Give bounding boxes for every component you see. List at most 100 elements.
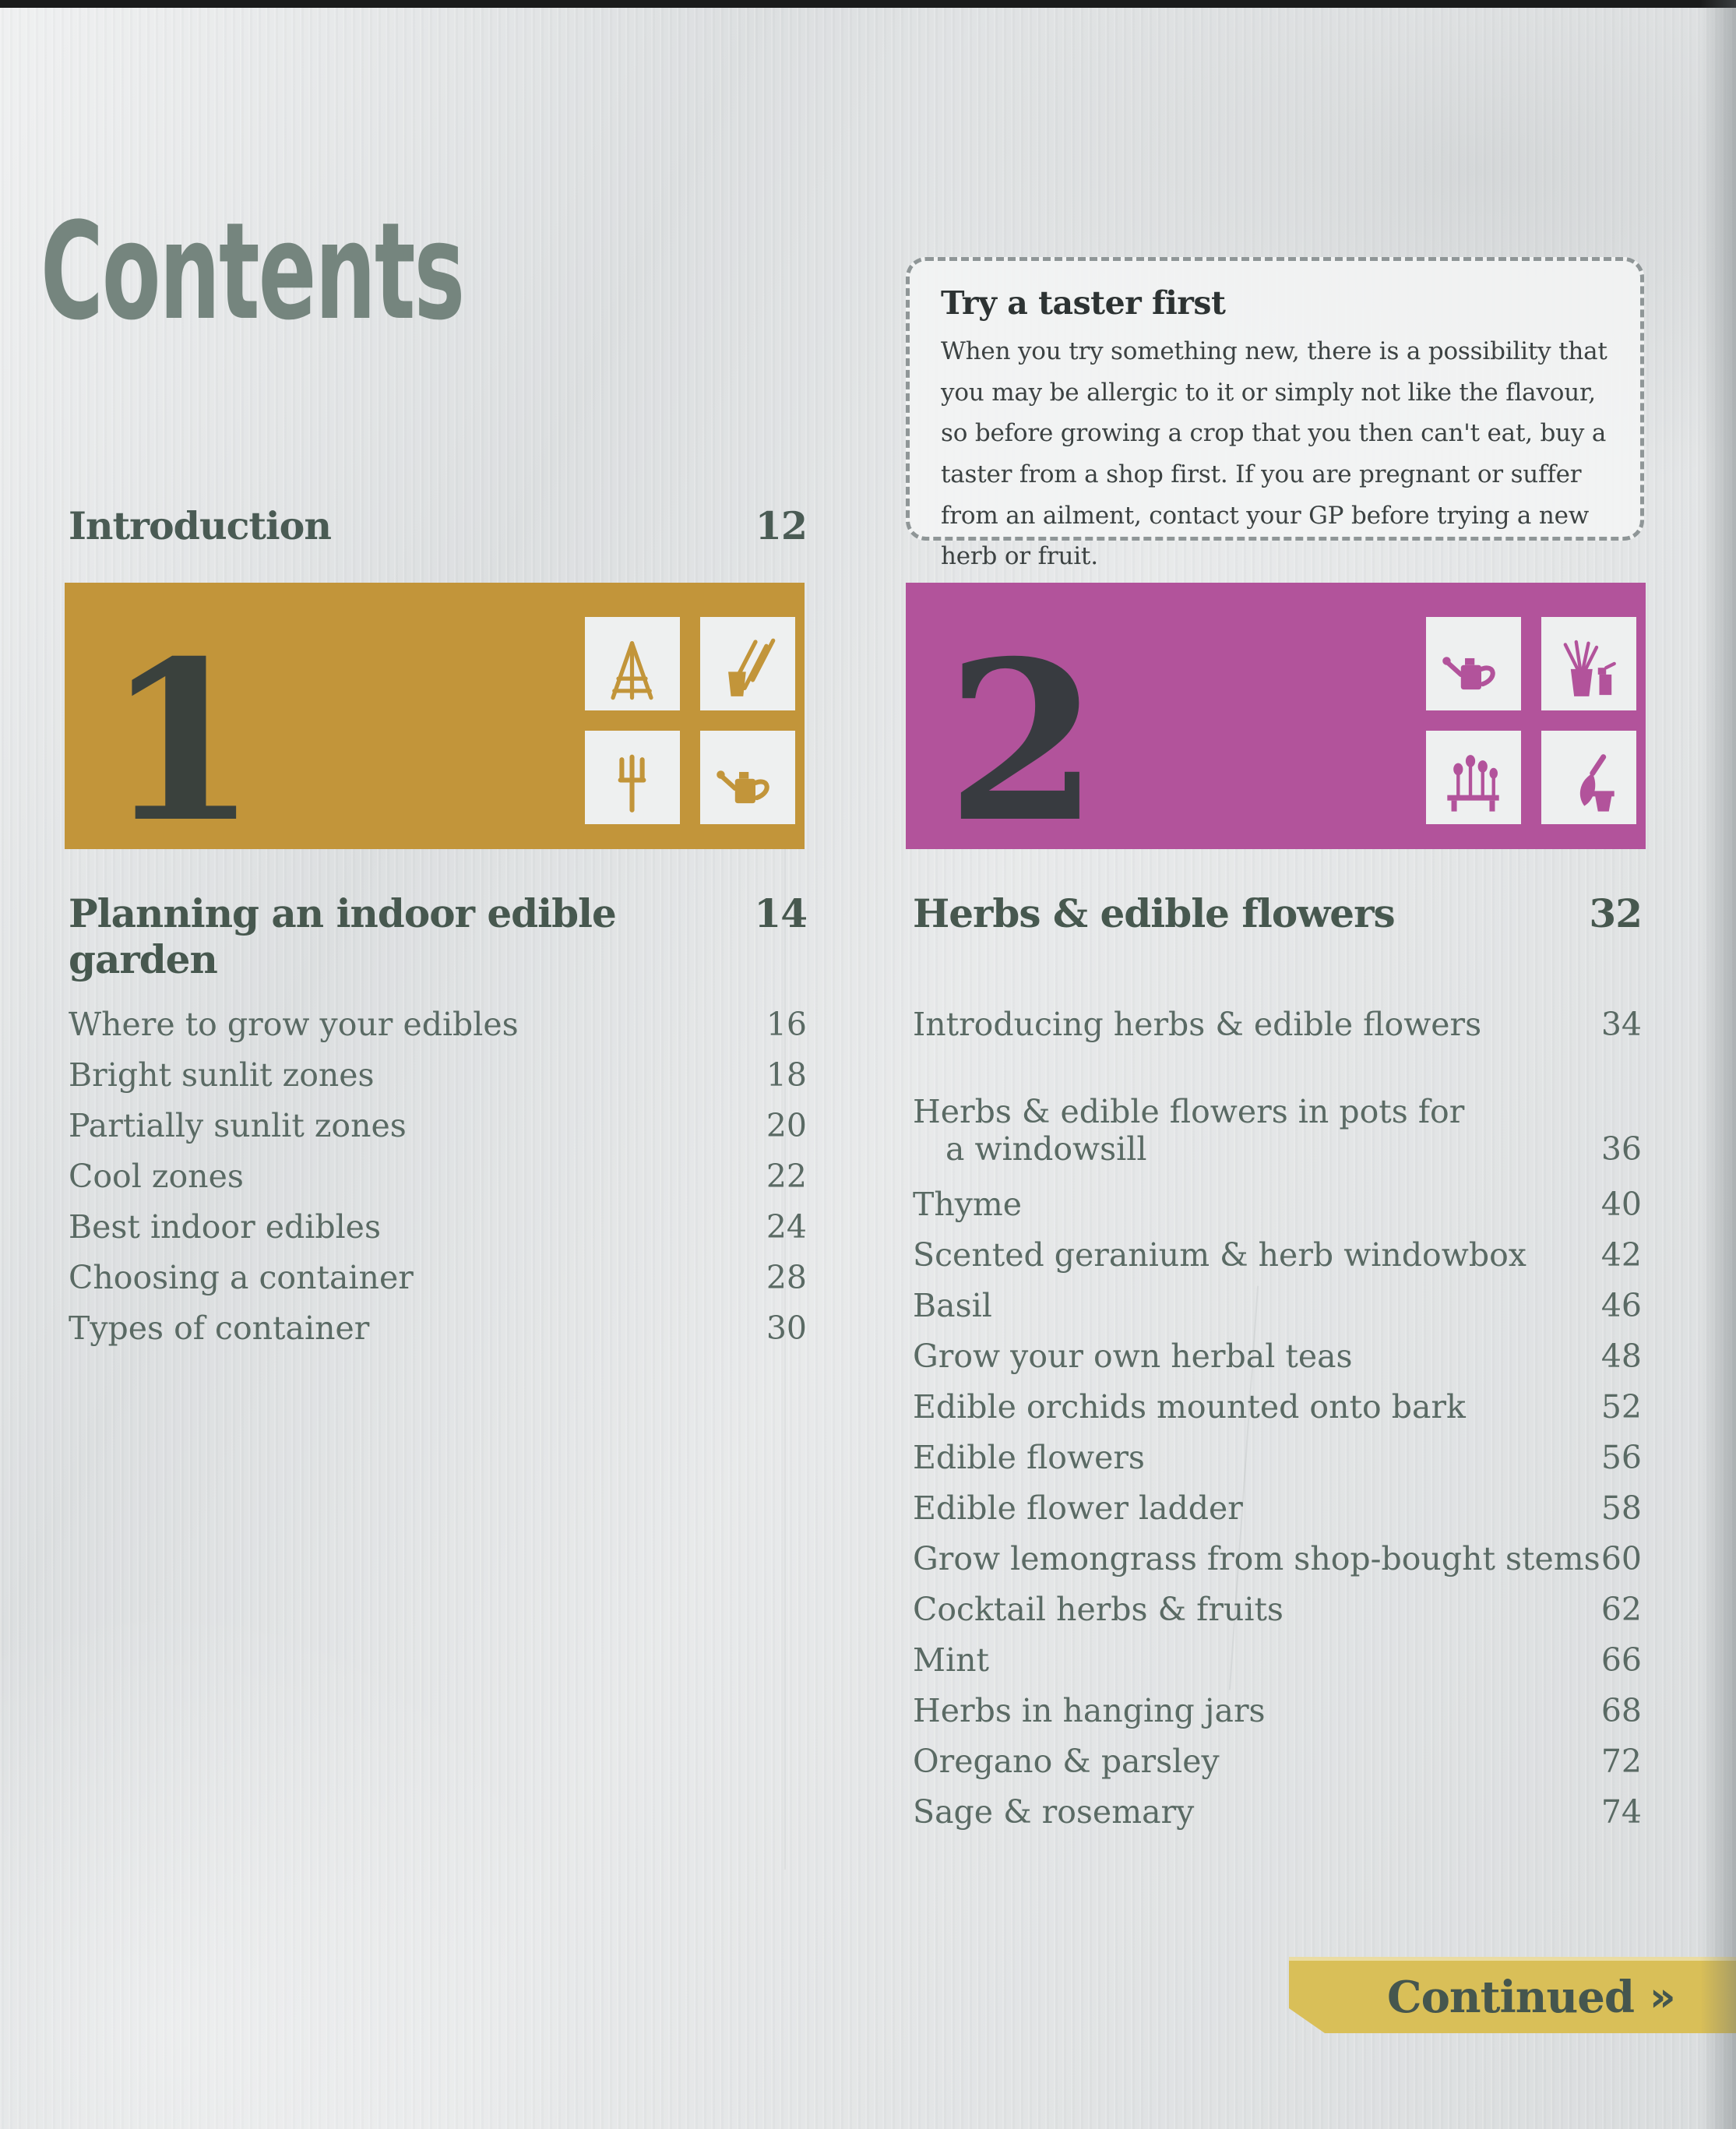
toc-entry[interactable]: Types of container 30 xyxy=(69,1302,807,1353)
toc-entry-page: 24 xyxy=(766,1207,807,1246)
toc-entry-page: 56 xyxy=(1600,1438,1642,1476)
continued-label: Continued xyxy=(1387,1971,1634,2023)
toc-entry[interactable]: Edible flowers 56 xyxy=(913,1432,1642,1482)
toc-entry[interactable]: Basil 46 xyxy=(913,1280,1642,1331)
toc-entry[interactable]: Introducing herbs & edible flowers 34 xyxy=(913,999,1642,1049)
chapter-2-entries: Introducing herbs & edible flowers 34 Herb… xyxy=(913,999,1642,1837)
toc-entry-page: 36 xyxy=(1600,1130,1642,1168)
window-icon-grid xyxy=(585,617,795,824)
chapter-title: Planning an indoor edible garden xyxy=(69,890,617,982)
toc-entry-page: 18 xyxy=(766,1056,807,1094)
toc-entry-page: 66 xyxy=(1600,1641,1642,1679)
chapter-number: 1 xyxy=(105,612,259,872)
toc-entry[interactable]: Choosing a container 28 xyxy=(69,1252,807,1302)
toc-entry-page: 74 xyxy=(1600,1792,1642,1831)
toc-entry-page: 20 xyxy=(766,1106,807,1144)
toc-entry-page: 60 xyxy=(1600,1539,1642,1577)
watering-can-icon xyxy=(1426,617,1521,710)
toc-entry-label: Partially sunlit zones xyxy=(69,1106,407,1144)
toc-entry[interactable]: Thyme 40 xyxy=(913,1179,1642,1229)
toc-entry-label: Where to grow your edibles xyxy=(69,1005,519,1043)
toc-entry-page: 34 xyxy=(1600,1005,1642,1043)
chapter-number: 2 xyxy=(946,612,1100,872)
toc-entry[interactable]: Grow lemongrass from shop-bought stems 60 xyxy=(913,1533,1642,1584)
toc-chapter-heading[interactable]: Planning an indoor edible garden 14 xyxy=(69,890,808,982)
toc-entry-page: 52 xyxy=(1600,1387,1642,1426)
toc-entry-label: Edible flower ladder xyxy=(913,1489,1243,1527)
toc-entry-label: Scented geranium & herb windowbox xyxy=(913,1235,1526,1274)
trowel-and-pot-icon xyxy=(1541,731,1636,824)
toc-entry[interactable]: Edible flower ladder 58 xyxy=(913,1482,1642,1533)
toc-entry-page: 12 xyxy=(755,503,808,548)
toc-entry-page: 30 xyxy=(766,1309,807,1347)
toc-entry-label: Sage & rosemary xyxy=(913,1792,1195,1831)
toc-entry[interactable]: Partially sunlit zones 20 xyxy=(69,1100,807,1151)
toc-entry-page: 46 xyxy=(1600,1286,1642,1324)
toc-entry-page: 16 xyxy=(766,1005,807,1043)
toc-entry[interactable]: Mint 66 xyxy=(913,1634,1642,1685)
toc-entry-label: Mint xyxy=(913,1641,989,1679)
toc-entry[interactable]: Bright sunlit zones 18 xyxy=(69,1049,807,1100)
toc-entry-label: Types of container xyxy=(69,1309,370,1347)
scan-top-edge xyxy=(0,0,1736,8)
flower-bench-icon xyxy=(1426,731,1521,824)
toc-entry[interactable]: Sage & rosemary 74 xyxy=(913,1786,1642,1837)
toc-entry-page: 68 xyxy=(1600,1691,1642,1729)
window-icon-grid xyxy=(1426,617,1636,824)
continued-button[interactable]: Continued » xyxy=(1289,1957,1736,2033)
watering-can-icon xyxy=(700,731,795,824)
toc-entry[interactable]: Scented geranium & herb windowbox 42 xyxy=(913,1229,1642,1280)
toc-entry-page: 48 xyxy=(1600,1337,1642,1375)
toc-entry-label: Bright sunlit zones xyxy=(69,1056,375,1094)
toc-entry-introduction[interactable]: Introduction 12 xyxy=(69,503,808,548)
scan-right-edge-shadow xyxy=(1700,0,1736,2129)
toc-entry-label: Introducing herbs & edible flowers xyxy=(913,1005,1482,1043)
taster-tip-box: Try a taster first When you try somethin… xyxy=(906,257,1644,570)
chapter-1-banner: 1 xyxy=(65,583,805,872)
toc-entry[interactable]: Edible orchids mounted onto bark 52 xyxy=(913,1381,1642,1432)
chapter-title: Herbs & edible flowers xyxy=(913,890,1396,936)
potted-grass-and-spray-icon xyxy=(1541,617,1636,710)
dibber-and-pot-icon xyxy=(700,617,795,710)
toc-entry[interactable]: Oregano & parsley 72 xyxy=(913,1736,1642,1786)
toc-entry-page: 22 xyxy=(766,1157,807,1195)
toc-entry-page: 62 xyxy=(1600,1590,1642,1628)
chapter-1-entries: Where to grow your edibles 16 Bright sunli… xyxy=(69,999,807,1353)
toc-entry-label: Cool zones xyxy=(69,1157,244,1195)
toc-entry[interactable]: Cool zones 22 xyxy=(69,1151,807,1201)
toc-entry-page: 72 xyxy=(1600,1742,1642,1780)
double-chevron-right-icon: » xyxy=(1650,1973,1675,2021)
toc-entry-label: Edible orchids mounted onto bark xyxy=(913,1387,1466,1426)
toc-entry-label: Cocktail herbs & fruits xyxy=(913,1590,1284,1628)
toc-chapter-heading[interactable]: Herbs & edible flowers 32 xyxy=(913,890,1643,936)
toc-entry[interactable]: Where to grow your edibles 16 xyxy=(69,999,807,1049)
toc-entry-page: 58 xyxy=(1600,1489,1642,1527)
toc-entry-label: Herbs in hanging jars xyxy=(913,1691,1266,1729)
toc-entry[interactable]: Herbs & edible flowers in pots for a wind… xyxy=(913,1077,1642,1179)
toc-entry[interactable]: Herbs in hanging jars 68 xyxy=(913,1685,1642,1736)
toc-entry[interactable]: Grow your own herbal teas 48 xyxy=(913,1331,1642,1381)
chapter-page: 14 xyxy=(754,890,808,936)
toc-entry-label: Grow lemongrass from shop-bought stems xyxy=(913,1539,1600,1577)
trellis-icon xyxy=(585,617,680,710)
toc-entry-label: Thyme xyxy=(913,1185,1023,1223)
page-title: Contents xyxy=(40,193,465,351)
hand-fork-icon xyxy=(585,731,680,824)
toc-entry-page: 28 xyxy=(766,1258,807,1296)
toc-entry[interactable]: Best indoor edibles 24 xyxy=(69,1201,807,1252)
toc-entry-label: Introduction xyxy=(69,503,332,548)
toc-entry-page: 40 xyxy=(1600,1185,1642,1223)
toc-entry-label: Best indoor edibles xyxy=(69,1207,381,1246)
toc-entry-label: Oregano & parsley xyxy=(913,1742,1220,1780)
toc-entry-label: Basil xyxy=(913,1286,992,1324)
taster-tip-body: When you try something new, there is a p… xyxy=(941,337,1607,571)
toc-entry-label: Grow your own herbal teas xyxy=(913,1337,1353,1375)
toc-entry-label: Choosing a container xyxy=(69,1258,414,1296)
chapter-page: 32 xyxy=(1589,890,1643,936)
toc-entry-label: Herbs & edible flowers in pots for a wind… xyxy=(913,1093,1465,1168)
taster-tip-title: Try a taster first xyxy=(941,284,1226,322)
toc-entry-label: Edible flowers xyxy=(913,1438,1145,1476)
toc-entry[interactable]: Cocktail herbs & fruits 62 xyxy=(913,1584,1642,1634)
chapter-2-banner: 2 xyxy=(906,583,1646,872)
